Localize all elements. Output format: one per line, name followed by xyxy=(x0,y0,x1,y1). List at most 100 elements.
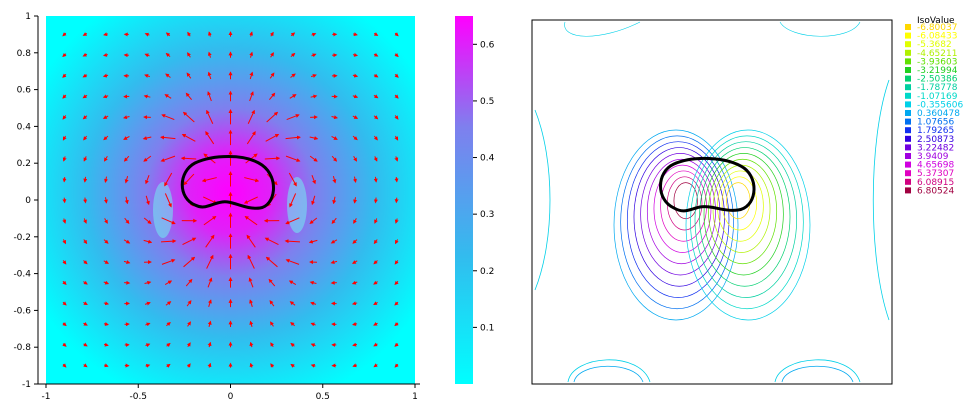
velocity-arrow xyxy=(161,217,176,225)
colorbar-tick-label: 0.3 xyxy=(480,210,494,220)
y-tick-label: 0.8 xyxy=(17,49,32,59)
velocity-arrow xyxy=(83,321,88,326)
velocity-arrow xyxy=(143,217,152,225)
velocity-arrow xyxy=(165,73,171,78)
legend-swatch xyxy=(905,144,911,151)
velocity-arrow xyxy=(373,321,378,326)
velocity-arrow xyxy=(102,115,109,119)
legend-entries: -6.80037-6.08433-5.3682-4.65211-3.93603-… xyxy=(905,23,963,196)
y-tick-label: 0.4 xyxy=(17,122,32,132)
velocity-arrow xyxy=(269,300,275,307)
velocity-arrow xyxy=(145,175,150,185)
velocity-arrow xyxy=(123,115,130,120)
velocity-arrow xyxy=(394,342,399,347)
velocity-arrow xyxy=(123,260,131,264)
contour-loop-positive xyxy=(673,182,698,220)
velocity-arrow xyxy=(310,94,318,99)
velocity-arrow xyxy=(394,322,399,327)
velocity-arrow xyxy=(308,239,318,244)
contour-lines xyxy=(534,21,890,383)
velocity-arrow xyxy=(249,299,254,307)
velocity-arrow xyxy=(373,32,379,36)
velocity-arrow xyxy=(62,218,67,224)
velocity-arrow xyxy=(244,215,258,226)
colorbar-tick-label: 0.6 xyxy=(480,40,495,50)
legend-entry-label: 0.360478 xyxy=(917,109,960,119)
velocity-arrow xyxy=(284,239,300,244)
legend-swatch xyxy=(905,161,911,168)
colorbar-tick-label: 0.5 xyxy=(480,97,494,107)
velocity-arrow xyxy=(353,32,358,37)
velocity-arrow xyxy=(288,280,297,286)
velocity-arrow xyxy=(103,32,108,37)
velocity-arrows xyxy=(62,31,399,368)
legend-swatch xyxy=(905,84,911,91)
legend-swatch xyxy=(905,92,911,99)
velocity-arrow xyxy=(310,363,316,368)
legend-title: IsoValue xyxy=(917,16,955,26)
velocity-arrow xyxy=(62,363,67,368)
velocity-arrow xyxy=(123,136,130,140)
contour-loop-negative xyxy=(685,129,811,321)
velocity-arrow xyxy=(330,239,338,244)
velocity-arrow xyxy=(164,94,172,99)
velocity-arrow xyxy=(62,73,67,78)
velocity-arrow xyxy=(373,301,378,306)
legend-swatch xyxy=(905,101,911,108)
velocity-arrow xyxy=(285,217,300,225)
velocity-arrow xyxy=(270,342,275,348)
velocity-arrow xyxy=(331,115,338,120)
legend-swatch xyxy=(905,153,911,159)
velocity-arrow xyxy=(309,280,317,285)
velocity-arrow xyxy=(311,175,316,185)
velocity-arrow xyxy=(264,156,281,161)
velocity-arrow xyxy=(201,177,217,183)
velocity-arrow xyxy=(186,72,192,79)
y-tick-label: -0.4 xyxy=(13,270,31,280)
velocity-arrow xyxy=(268,92,276,100)
velocity-arrow xyxy=(373,363,378,368)
legend-swatch xyxy=(905,32,911,39)
velocity-arrow xyxy=(310,301,317,306)
velocity-arrow xyxy=(332,196,337,205)
velocity-arrow xyxy=(353,218,357,224)
colorbar: 0.6 0.5 0.4 0.3 0.2 0.1 xyxy=(455,16,495,384)
velocity-arrow xyxy=(309,155,318,162)
velocity-arrow xyxy=(102,94,109,99)
y-tick-label: 0.2 xyxy=(17,159,31,169)
contour-loop-positive xyxy=(620,135,734,310)
velocity-arrow xyxy=(183,173,195,186)
velocity-arrow xyxy=(82,32,88,36)
velocity-arrow xyxy=(394,301,399,306)
velocity-arrow xyxy=(289,193,297,208)
velocity-arrow xyxy=(352,73,359,78)
velocity-arrow xyxy=(269,72,275,79)
velocity-arrow xyxy=(83,135,88,141)
velocity-arrow xyxy=(249,51,254,58)
velocity-arrow xyxy=(83,156,88,162)
contour-loop-negative xyxy=(703,153,784,276)
contour-loop-negative xyxy=(717,170,764,242)
velocity-arrow xyxy=(144,301,151,306)
velocity-arrow xyxy=(186,363,191,368)
velocity-arrow xyxy=(83,239,88,245)
x-tick-label: -1 xyxy=(42,392,51,402)
velocity-arrow xyxy=(186,342,191,348)
velocity-arrow xyxy=(269,31,274,37)
velocity-arrow xyxy=(373,197,378,204)
velocity-arrow xyxy=(311,53,317,58)
velocity-arrow xyxy=(207,277,213,288)
velocity-arrow xyxy=(83,218,87,224)
velocity-arrow xyxy=(310,343,316,348)
contour-bottom-left xyxy=(567,359,651,383)
velocity-arrow xyxy=(286,114,300,121)
velocity-arrow xyxy=(394,94,399,99)
legend-swatch xyxy=(905,110,911,116)
velocity-arrow xyxy=(394,363,399,368)
velocity-arrow xyxy=(144,53,150,58)
velocity-arrow xyxy=(144,280,152,285)
legend-swatch xyxy=(905,58,911,65)
velocity-arrow xyxy=(208,31,212,37)
colorbar-ticks: 0.6 0.5 0.4 0.3 0.2 0.1 xyxy=(473,40,495,333)
legend-swatch xyxy=(905,187,911,194)
